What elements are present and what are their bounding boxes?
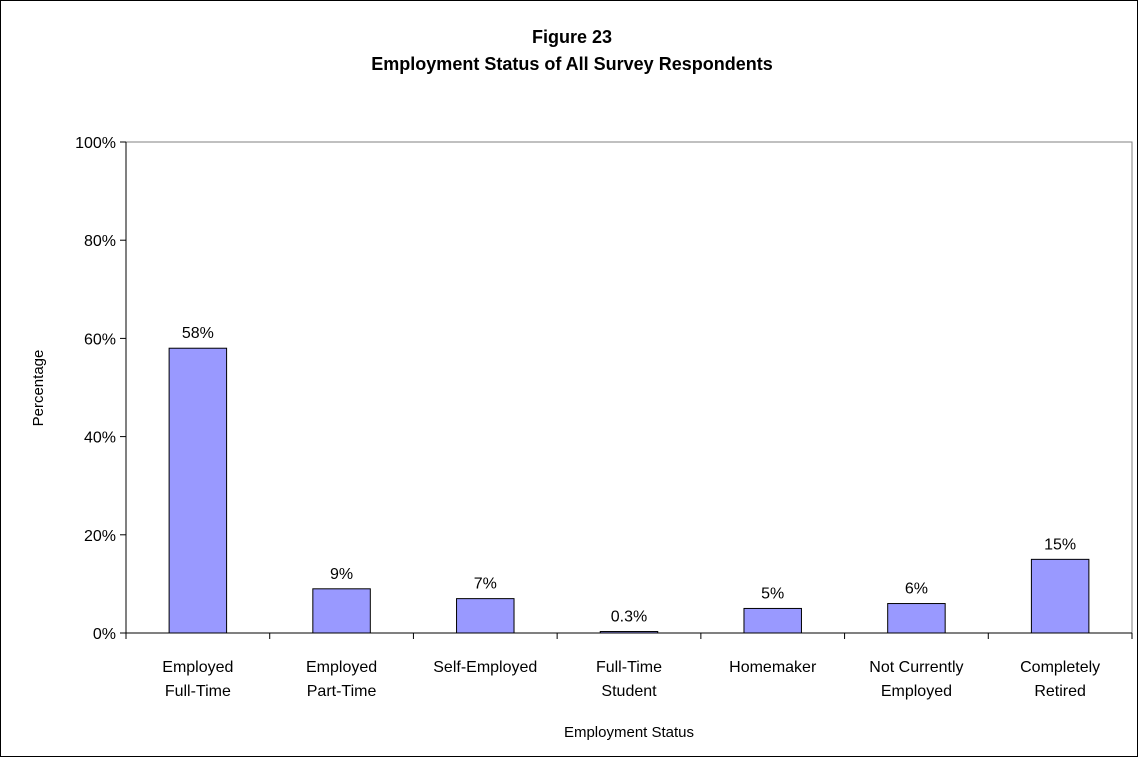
category-label: Student	[601, 683, 657, 700]
category-label: Self-Employed	[433, 659, 537, 676]
y-tick-label: 80%	[84, 233, 116, 250]
chart-subtitle: Employment Status of All Survey Responde…	[371, 54, 772, 74]
data-label: 9%	[330, 566, 353, 583]
data-label: 0.3%	[611, 609, 647, 626]
y-tick-label: 100%	[75, 135, 116, 152]
bar	[456, 598, 515, 634]
category-label: Completely	[1020, 659, 1100, 676]
bar	[1030, 558, 1090, 634]
chart-title: Figure 23	[532, 27, 612, 47]
bars	[168, 347, 1090, 634]
y-axis: 0% 20% 40% 60% 80% 100%	[75, 135, 127, 643]
category-label: Full-Time	[165, 683, 231, 700]
y-tick-label: 20%	[84, 528, 116, 545]
bar	[887, 603, 946, 634]
category-label: Part-Time	[307, 683, 377, 700]
category-label: Employed	[306, 659, 377, 676]
bar	[312, 588, 371, 634]
category-label: Full-Time	[596, 659, 662, 676]
category-label: Employed	[162, 659, 233, 676]
category-label: Homemaker	[729, 659, 817, 676]
bar	[168, 347, 228, 634]
category-label: Employed	[881, 683, 952, 700]
data-labels: 58% 9% 7% 0.3% 5% 6% 15%	[182, 325, 1076, 625]
data-label: 15%	[1044, 536, 1076, 553]
data-label: 58%	[182, 325, 214, 342]
x-axis-title: Employment Status	[564, 724, 694, 741]
bar	[599, 631, 659, 634]
category-label: Not Currently	[869, 659, 963, 676]
data-label: 6%	[905, 581, 928, 598]
data-label: 7%	[474, 576, 497, 593]
y-tick-label: 60%	[84, 331, 116, 348]
category-label: Retired	[1034, 683, 1086, 700]
y-axis-title: Percentage	[30, 350, 47, 427]
bar	[743, 607, 802, 634]
data-label: 5%	[761, 585, 784, 602]
y-tick-label: 0%	[93, 626, 116, 643]
category-labels: Employed Full-Time Employed Part-Time Self-E…	[162, 659, 1100, 700]
y-tick-label: 40%	[84, 430, 116, 447]
